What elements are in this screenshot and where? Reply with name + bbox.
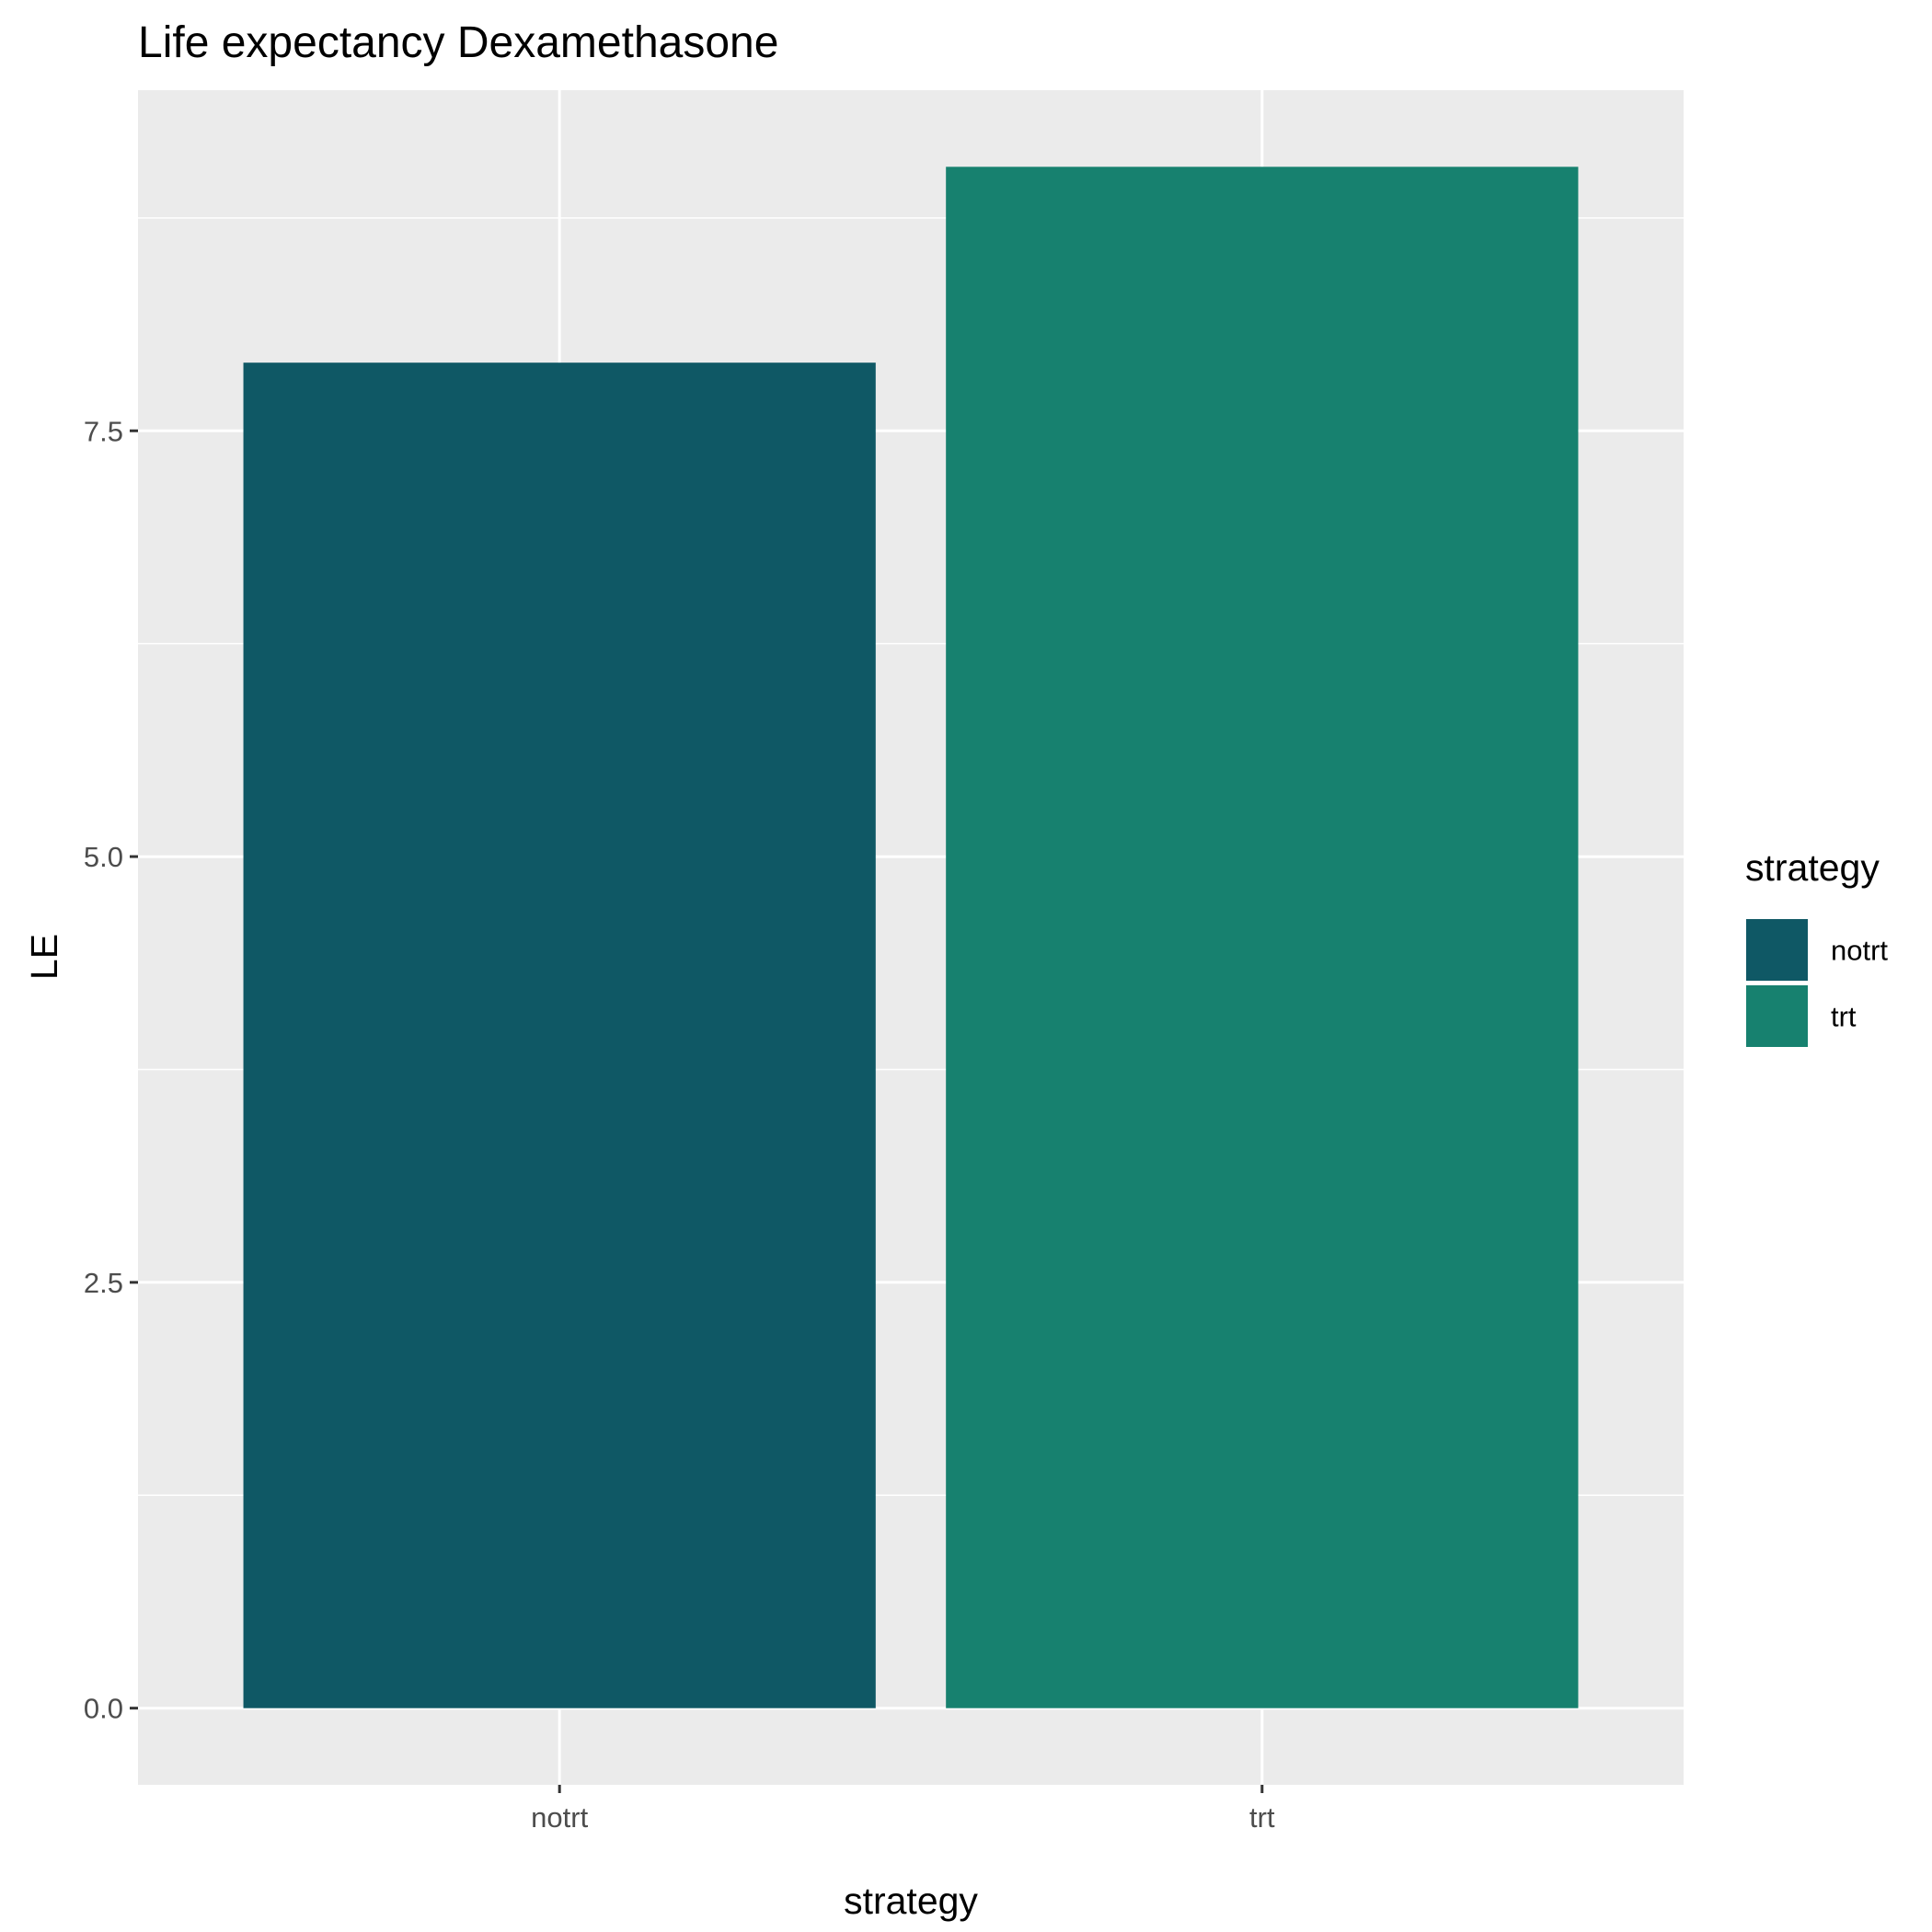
x-axis: notrt trt: [531, 1785, 1275, 1834]
bar-notrt: [243, 362, 876, 1708]
y-tick-label: 7.5: [84, 415, 123, 447]
legend-title: strategy: [1745, 846, 1880, 889]
y-axis: 0.0 2.5 5.0 7.5: [84, 415, 138, 1725]
bar-trt: [946, 167, 1579, 1708]
chart-title: Life expectancy Dexamethasone: [138, 18, 778, 67]
y-tick-label: 5.0: [84, 841, 123, 873]
legend-label: trt: [1831, 1001, 1857, 1033]
x-axis-title: strategy: [844, 1880, 978, 1922]
legend-key-trt: [1744, 983, 1810, 1049]
legend: strategy notrt trt: [1744, 846, 1888, 1049]
x-tick-label: trt: [1249, 1801, 1275, 1834]
bars: [243, 167, 1579, 1708]
y-axis-title: LE: [23, 934, 65, 980]
legend-key-notrt: [1744, 917, 1810, 983]
y-tick-label: 2.5: [84, 1267, 123, 1299]
x-tick-label: notrt: [531, 1801, 588, 1834]
y-tick-label: 0.0: [84, 1693, 123, 1725]
legend-entries: notrt trt: [1744, 917, 1888, 1049]
legend-label: notrt: [1831, 935, 1888, 967]
